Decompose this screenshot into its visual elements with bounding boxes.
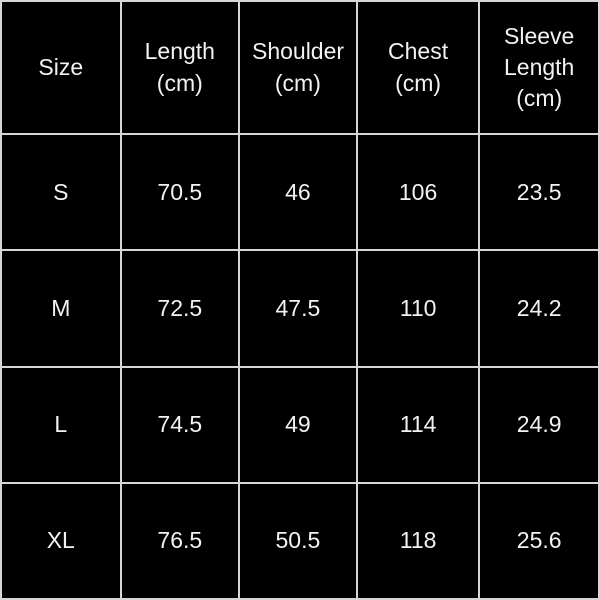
header-cell-length: Length (cm) (119, 0, 240, 135)
table-row-m: M 72.5 47.5 110 24.2 (0, 249, 600, 368)
table-row-xl: XL 76.5 50.5 118 25.6 (0, 481, 600, 600)
cell-chest-value: 114 (355, 365, 481, 484)
header-cell-sleeve-length: Sleeve Length (cm) (478, 0, 600, 135)
cell-sleeve-value: 24.9 (478, 365, 600, 484)
cell-shoulder-value: 47.5 (237, 249, 358, 368)
cell-shoulder-value: 49 (237, 365, 358, 484)
cell-sleeve-value: 23.5 (478, 132, 600, 252)
cell-chest-value: 106 (355, 132, 481, 252)
cell-sleeve-value: 25.6 (478, 481, 600, 600)
cell-shoulder-value: 46 (237, 132, 358, 252)
cell-length-value: 72.5 (119, 249, 240, 368)
cell-chest-value: 110 (355, 249, 481, 368)
header-cell-size: Size (0, 0, 122, 135)
cell-size-label: M (0, 249, 122, 368)
cell-size-label: L (0, 365, 122, 484)
cell-size-label: XL (0, 481, 122, 600)
cell-length-value: 74.5 (119, 365, 240, 484)
header-cell-shoulder: Shoulder (cm) (237, 0, 358, 135)
header-cell-chest: Chest (cm) (355, 0, 481, 135)
cell-sleeve-value: 24.2 (478, 249, 600, 368)
table-row-s: S 70.5 46 106 23.5 (0, 132, 600, 252)
cell-chest-value: 118 (355, 481, 481, 600)
cell-length-value: 76.5 (119, 481, 240, 600)
table-row-l: L 74.5 49 114 24.9 (0, 365, 600, 484)
cell-size-label: S (0, 132, 122, 252)
header-row: Size Length (cm) Shoulder (cm) Chest (cm… (0, 0, 600, 135)
cell-shoulder-value: 50.5 (237, 481, 358, 600)
cell-length-value: 70.5 (119, 132, 240, 252)
